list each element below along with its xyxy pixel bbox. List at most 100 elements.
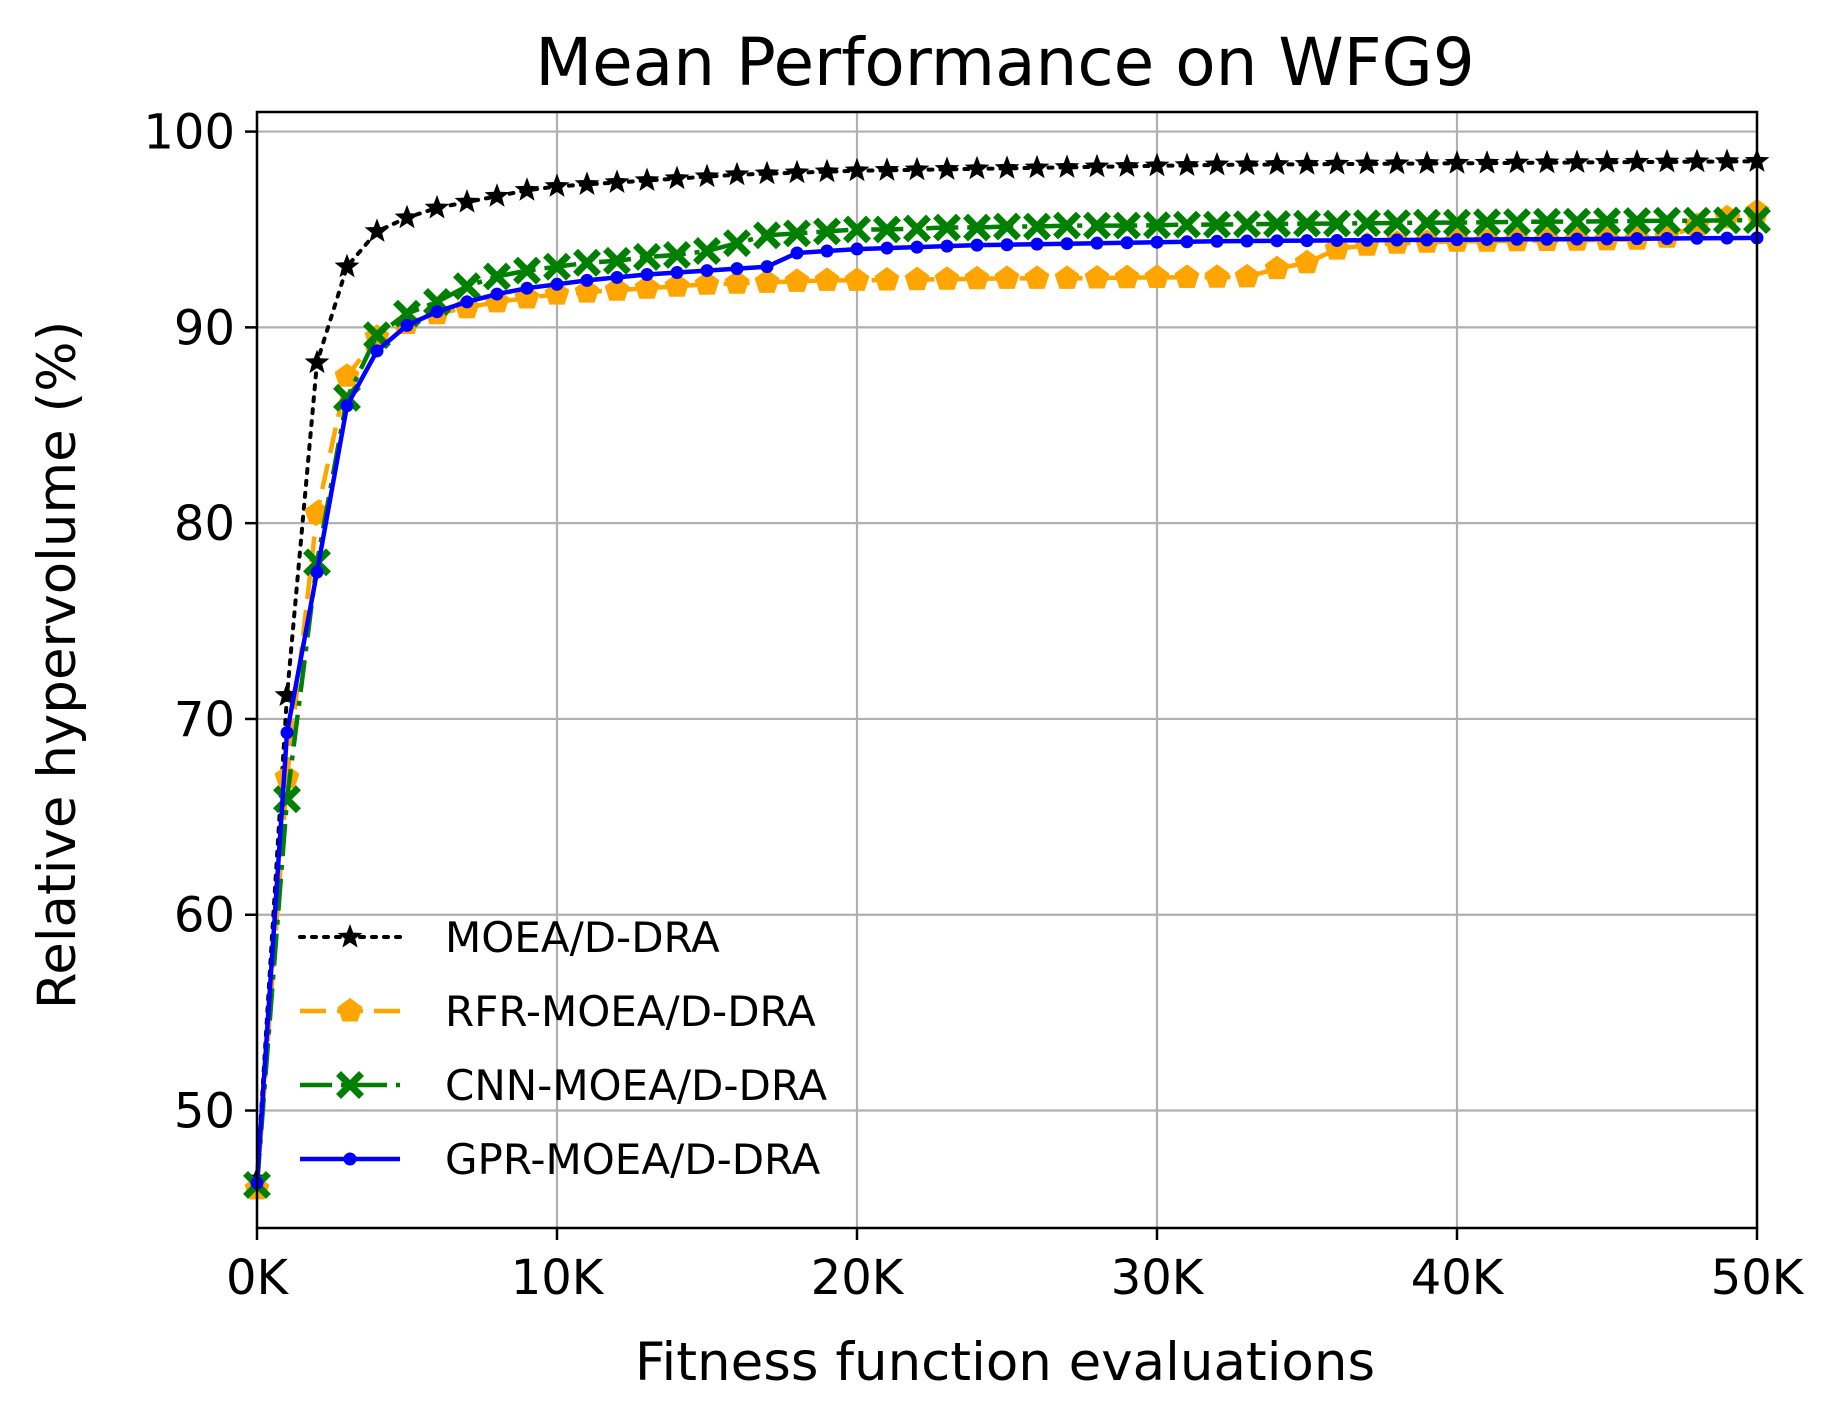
series-line [254,209,1758,1189]
data-point [874,267,900,291]
series-line [255,159,1759,1182]
data-point [1534,149,1560,174]
legend-item: CNN-MOEA/D-DRA [300,1061,827,1110]
data-point [910,240,924,254]
data-point [1444,150,1470,174]
data-point [784,268,810,292]
data-point [1173,210,1201,239]
data-point [640,268,654,282]
legend-marker [336,1071,364,1099]
data-point [933,213,961,242]
data-point [754,160,780,185]
data-point [1690,231,1704,245]
data-point [1114,264,1140,289]
data-point [1503,208,1531,236]
data-point [1510,232,1524,246]
series-cnn-moea-d-dra [243,206,1771,1199]
data-point [790,246,804,260]
data-point [424,194,450,219]
data-point [843,215,871,244]
legend-marker [337,924,363,948]
data-point [844,157,870,182]
data-point [1024,154,1050,179]
data-point [813,217,841,246]
data-point [1053,211,1081,240]
data-point [964,155,990,180]
data-point [574,279,600,303]
data-point [604,169,630,193]
x-tick-label: 40K [1411,1250,1505,1306]
data-point [1353,209,1381,238]
data-point [700,264,714,278]
data-point [334,253,360,278]
data-point [633,242,661,271]
data-point [580,273,594,287]
data-point [430,305,444,319]
y-tick-label: 70 [174,692,235,748]
data-point [1263,210,1291,238]
data-point [393,299,421,328]
data-point [1323,209,1351,238]
data-point [873,215,901,244]
data-point [1180,235,1194,249]
data-point [1623,207,1651,236]
legend-item: GPR-MOEA/D-DRA [300,1135,821,1184]
data-point [994,265,1020,289]
data-point [1203,210,1231,239]
data-point [394,204,420,229]
data-point [1234,263,1260,288]
data-point [724,270,750,294]
y-tick-label: 90 [174,300,235,356]
x-tick-label: 10K [511,1250,605,1306]
data-point [723,229,751,258]
data-point [1330,233,1344,247]
data-point [1054,265,1080,289]
data-point [1564,149,1590,173]
data-point [724,161,750,186]
data-point [1060,237,1074,251]
data-point [1240,234,1254,248]
data-point [730,262,744,276]
data-point [460,295,474,309]
data-point [574,171,600,195]
chart-title: Mean Performance on WFG9 [535,24,1475,101]
legend-marker [337,998,363,1022]
data-point [363,321,391,350]
data-point [1594,149,1620,173]
data-point [544,173,570,197]
data-point [670,266,684,280]
series-line [254,235,1758,1184]
data-point [1624,149,1650,173]
data-point [1204,264,1230,288]
data-point [1270,234,1284,248]
data-point [1713,206,1741,235]
data-point [340,399,354,413]
data-point [1233,210,1261,239]
data-point [310,565,324,579]
data-point [604,277,630,301]
data-point [664,165,690,190]
legend: MOEA/D-DRA RFR-MOEA/D-DRA CNN-MOEA/D-DRA GP… [298,913,827,1184]
data-point [1113,211,1141,240]
data-point [1150,235,1164,249]
data-point [904,266,930,291]
data-point [1660,231,1674,245]
data-point [274,682,300,706]
data-point [1654,148,1680,173]
data-point [1720,231,1734,245]
data-point [1600,232,1614,246]
data-point [1450,233,1464,247]
data-point [904,156,930,181]
data-point [970,238,984,252]
data-point [1084,265,1110,289]
legend-label: MOEA/D-DRA [445,913,720,962]
data-point [1420,233,1434,247]
data-point [1143,211,1171,240]
data-point [880,241,894,255]
data-point [1114,153,1140,177]
y-tick-label: 100 [143,105,235,161]
data-point [993,212,1021,241]
data-point [634,167,660,191]
data-point [1360,233,1374,247]
legend-marker [343,1152,357,1166]
